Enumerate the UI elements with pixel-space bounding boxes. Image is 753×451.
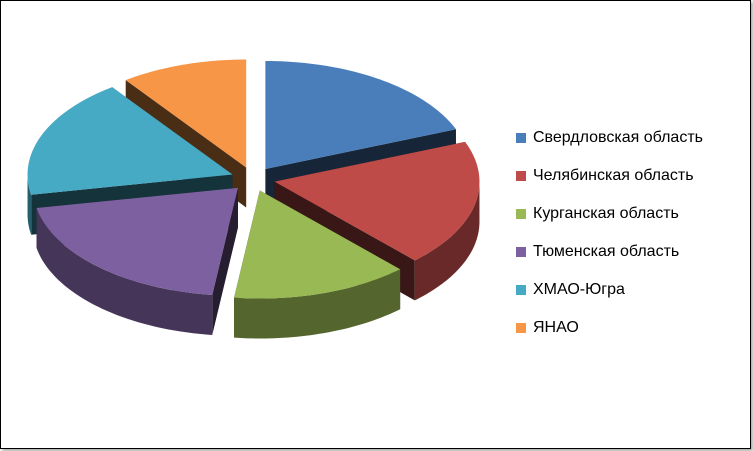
pie-slice-3 — [36, 187, 238, 295]
legend-swatch — [516, 209, 526, 219]
pie-slice-2 — [234, 190, 401, 299]
legend-label: Тюменская область — [533, 243, 680, 260]
slice-tops — [27, 59, 480, 299]
slice-rim-4 — [27, 174, 32, 235]
legend-swatch — [516, 133, 526, 143]
pie-slice-1 — [274, 141, 480, 261]
legend-item: ХМАО-Югра — [516, 271, 703, 309]
legend-item: Тюменская область — [516, 233, 703, 271]
legend-item: Курганская область — [516, 195, 703, 233]
slice-rim-3 — [36, 208, 213, 335]
legend-label: ХМАО-Югра — [533, 281, 625, 298]
legend-item: Свердловская область — [516, 119, 703, 157]
slice-rim-1 — [414, 181, 480, 301]
legend-swatch — [516, 323, 526, 333]
slice-wall-3 — [212, 187, 238, 335]
legend-swatch — [516, 285, 526, 295]
pie-slice-4 — [27, 87, 233, 195]
legend-label: Челябинская область — [533, 167, 694, 184]
legend-swatch — [516, 171, 526, 181]
pie-slice-0 — [265, 60, 456, 169]
legend-label: ЯНАО — [533, 319, 579, 336]
legend-label: Свердловская область — [533, 129, 703, 146]
slice-rims — [27, 174, 480, 339]
legend-swatch — [516, 247, 526, 257]
legend-label: Курганская область — [533, 205, 679, 222]
pie-slice-5 — [125, 59, 247, 168]
legend-item: Челябинская область — [516, 157, 703, 195]
slice-rim-2 — [234, 269, 401, 339]
legend: Свердловская область Челябинская область К… — [516, 119, 703, 347]
legend-item: ЯНАО — [516, 309, 703, 347]
